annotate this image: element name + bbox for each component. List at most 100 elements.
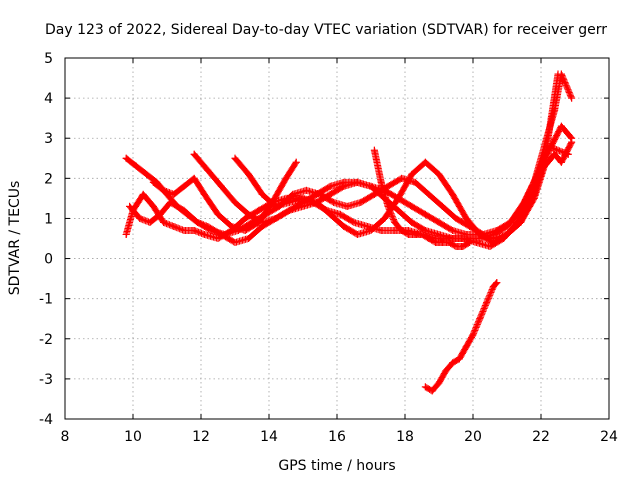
data-point <box>449 190 457 198</box>
data-point <box>408 218 416 226</box>
data-point <box>442 367 450 375</box>
data-point <box>258 190 266 198</box>
data-point <box>438 239 446 247</box>
series-track-7 <box>421 279 501 395</box>
data-point <box>160 218 168 226</box>
data-point <box>326 182 334 190</box>
data-point <box>391 218 399 226</box>
data-point <box>411 230 419 238</box>
data-point <box>180 182 188 190</box>
data-series <box>122 70 576 395</box>
data-point <box>289 190 297 198</box>
data-point <box>384 202 392 210</box>
data-point <box>122 230 130 238</box>
data-point <box>326 210 334 218</box>
data-point <box>149 202 157 210</box>
data-point <box>292 158 300 166</box>
data-point <box>160 186 168 194</box>
data-point <box>156 210 164 218</box>
data-point <box>462 214 470 222</box>
data-point <box>330 198 338 206</box>
data-point <box>255 206 263 214</box>
data-point <box>557 122 565 130</box>
data-point <box>435 379 443 387</box>
data-point <box>299 194 307 202</box>
data-point <box>143 170 151 178</box>
data-point <box>435 230 443 238</box>
data-point <box>139 190 147 198</box>
data-point <box>126 202 134 210</box>
data-point <box>459 243 467 251</box>
data-point <box>217 182 225 190</box>
data-point <box>530 190 538 198</box>
data-point <box>435 218 443 226</box>
data-point <box>190 174 198 182</box>
data-point <box>214 210 222 218</box>
data-point <box>411 178 419 186</box>
data-point <box>255 218 263 226</box>
data-point <box>435 170 443 178</box>
data-point <box>190 226 198 234</box>
data-point <box>503 222 511 230</box>
data-point <box>398 226 406 234</box>
data-point <box>245 210 253 218</box>
data-point <box>398 174 406 182</box>
data-point <box>455 355 463 363</box>
data-point <box>391 226 399 234</box>
data-point <box>466 239 474 247</box>
data-point <box>421 226 429 234</box>
data-point <box>476 315 484 323</box>
data-point <box>425 235 433 242</box>
y-tick-label: 0 <box>44 252 53 268</box>
data-point <box>568 94 576 102</box>
data-point <box>421 383 429 391</box>
x-tick-label: 8 <box>61 429 70 445</box>
data-point <box>483 299 491 307</box>
data-point <box>449 359 457 367</box>
data-point <box>564 150 572 158</box>
x-tick-label: 16 <box>328 429 346 445</box>
x-tick-label: 20 <box>464 429 482 445</box>
data-point <box>340 182 348 190</box>
y-tick-label: -3 <box>39 372 53 388</box>
data-point <box>517 206 525 214</box>
data-point <box>268 198 276 206</box>
data-point <box>489 230 497 238</box>
y-tick-label: 2 <box>44 171 53 187</box>
data-point <box>132 162 140 170</box>
y-axis-label: SDTVAR / TECUs <box>7 181 23 296</box>
data-point <box>408 170 416 178</box>
data-point <box>418 230 426 238</box>
data-point <box>547 114 555 122</box>
y-tick-label: -4 <box>39 412 53 428</box>
data-point <box>340 222 348 230</box>
data-point <box>421 210 429 218</box>
data-point <box>394 206 402 214</box>
data-point <box>180 206 188 214</box>
data-point <box>207 226 215 234</box>
data-point <box>432 239 440 247</box>
data-point <box>469 331 477 339</box>
data-point <box>540 158 548 166</box>
data-point <box>425 190 433 198</box>
y-tick-label: 3 <box>44 131 53 147</box>
x-tick-label: 24 <box>600 429 618 445</box>
data-point <box>367 226 375 234</box>
data-point <box>489 283 497 291</box>
data-point <box>214 235 222 242</box>
data-point <box>462 343 470 351</box>
data-point <box>568 138 576 146</box>
data-point <box>557 158 565 166</box>
data-point <box>449 226 457 234</box>
x-tick-label: 10 <box>124 429 142 445</box>
data-point <box>122 154 130 162</box>
data-point <box>241 214 249 222</box>
data-point <box>204 166 212 174</box>
data-point <box>282 174 290 182</box>
data-point <box>231 154 239 162</box>
x-axis-label: GPS time / hours <box>278 458 395 474</box>
data-point <box>136 214 144 222</box>
data-point <box>302 186 310 194</box>
